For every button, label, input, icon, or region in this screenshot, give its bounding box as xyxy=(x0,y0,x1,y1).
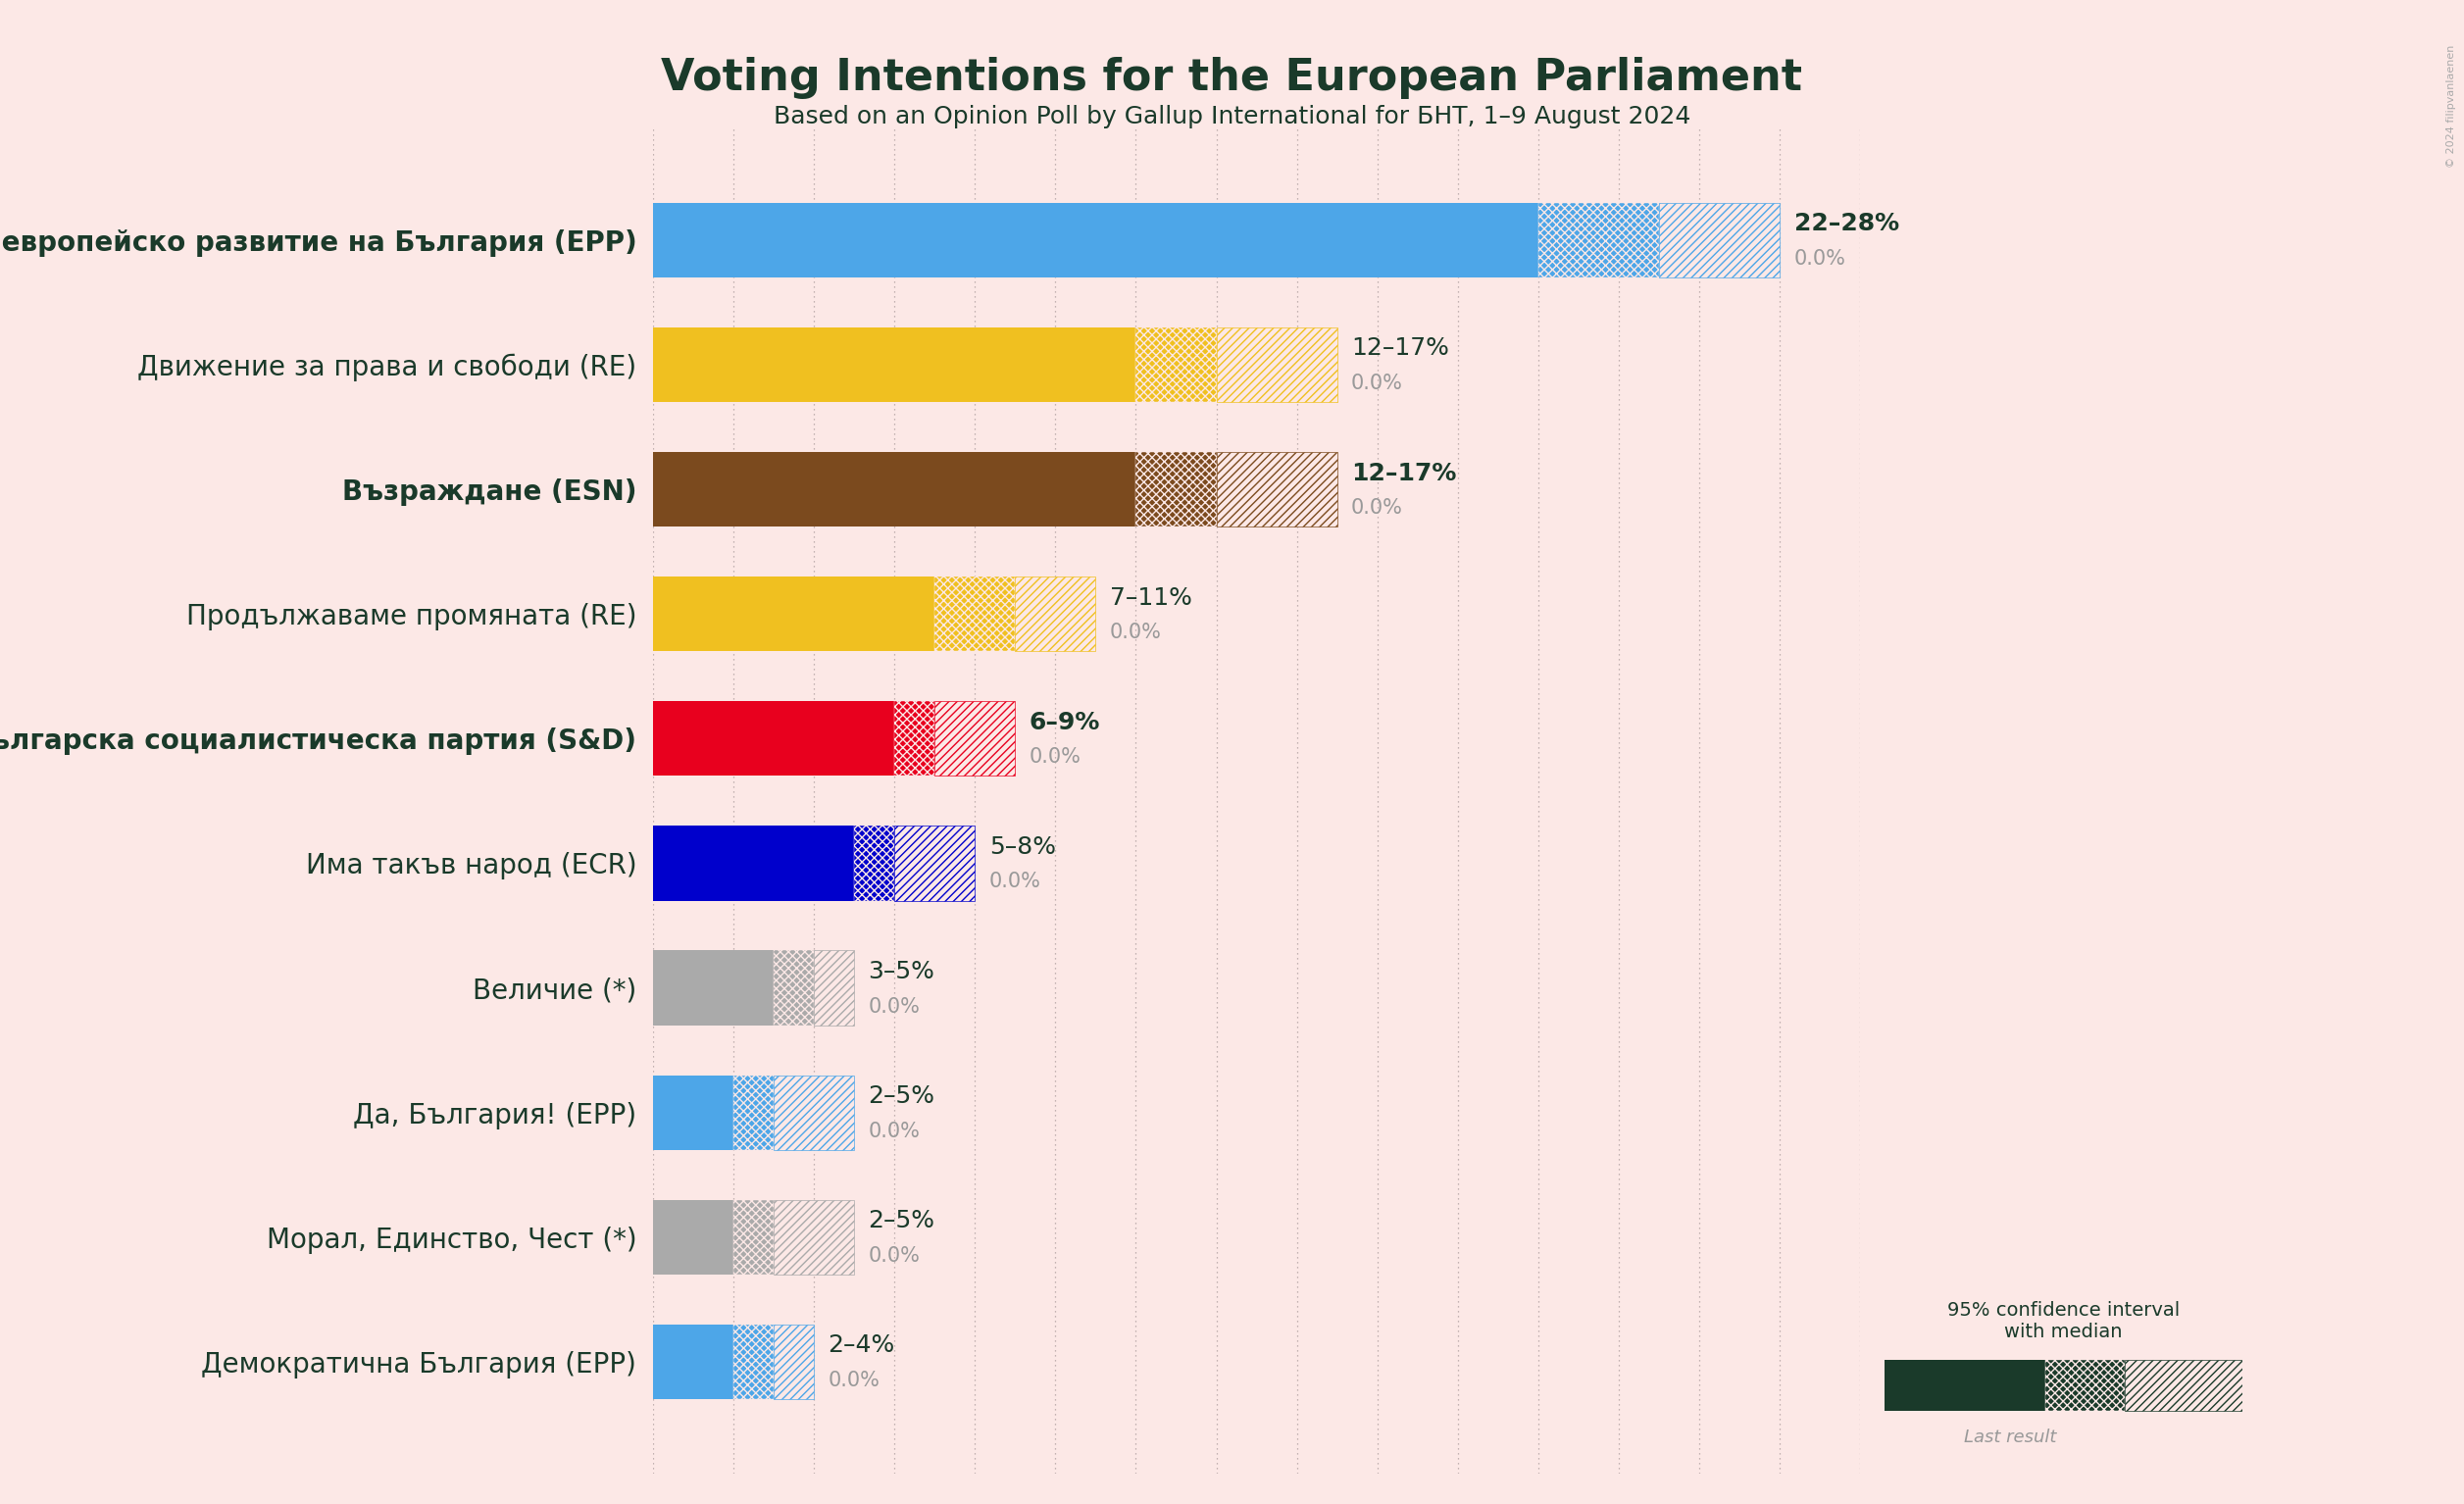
Text: 6–9%: 6–9% xyxy=(1030,710,1101,734)
Bar xyxy=(653,701,894,776)
Bar xyxy=(934,576,1015,651)
Bar xyxy=(1658,203,1779,277)
Text: 12–17%: 12–17% xyxy=(1350,462,1456,484)
Text: 0.0%: 0.0% xyxy=(867,997,919,1017)
Bar xyxy=(1538,203,1658,277)
Text: 22–28%: 22–28% xyxy=(1794,212,1900,236)
Bar xyxy=(1136,451,1217,526)
Text: 3–5%: 3–5% xyxy=(867,960,934,984)
Bar xyxy=(894,701,934,776)
Bar xyxy=(1217,451,1338,526)
Text: Last result: Last result xyxy=(1964,1429,2057,1447)
Bar xyxy=(774,1325,813,1399)
Text: 0.0%: 0.0% xyxy=(988,872,1040,892)
Bar xyxy=(894,826,976,901)
Text: 0.0%: 0.0% xyxy=(1794,248,1846,269)
Text: 95% confidence interval
with median: 95% confidence interval with median xyxy=(1947,1301,2181,1342)
Bar xyxy=(653,951,774,1026)
Text: 0.0%: 0.0% xyxy=(867,1122,919,1142)
Bar xyxy=(1015,576,1096,651)
Text: Based on an Opinion Poll by Gallup International for БНТ, 1–9 August 2024: Based on an Opinion Poll by Gallup Inter… xyxy=(774,105,1690,129)
Bar xyxy=(734,1075,774,1151)
Text: 7–11%: 7–11% xyxy=(1109,587,1193,609)
Text: 2–4%: 2–4% xyxy=(828,1334,894,1357)
Text: 0.0%: 0.0% xyxy=(867,1245,919,1265)
Bar xyxy=(734,1325,774,1399)
Text: 0.0%: 0.0% xyxy=(828,1370,880,1390)
Bar xyxy=(653,576,934,651)
Bar xyxy=(1217,328,1338,402)
Bar xyxy=(774,951,813,1026)
Bar xyxy=(653,826,855,901)
Text: Voting Intentions for the European Parliament: Voting Intentions for the European Parli… xyxy=(660,57,1804,99)
Bar xyxy=(653,1200,734,1274)
Bar xyxy=(934,701,1015,776)
Text: 0.0%: 0.0% xyxy=(1350,373,1402,393)
Text: 0.0%: 0.0% xyxy=(1030,747,1082,767)
Bar xyxy=(1885,1360,2045,1411)
Bar xyxy=(2045,1360,2124,1411)
Bar xyxy=(653,1325,734,1399)
Bar xyxy=(653,328,1136,402)
Text: 0.0%: 0.0% xyxy=(1109,623,1161,642)
Bar xyxy=(653,451,1136,526)
Bar xyxy=(813,951,855,1026)
Bar xyxy=(1136,328,1217,402)
Text: © 2024 filipvanlaenen: © 2024 filipvanlaenen xyxy=(2447,45,2457,168)
Text: 2–5%: 2–5% xyxy=(867,1209,934,1233)
Text: 2–5%: 2–5% xyxy=(867,1084,934,1108)
Text: 5–8%: 5–8% xyxy=(988,835,1055,859)
Text: 0.0%: 0.0% xyxy=(1350,498,1402,517)
Bar xyxy=(774,1075,855,1151)
Bar xyxy=(774,1200,855,1274)
Bar xyxy=(2124,1360,2242,1411)
Bar xyxy=(653,203,1538,277)
Text: 12–17%: 12–17% xyxy=(1350,337,1449,361)
Bar xyxy=(734,1200,774,1274)
Bar xyxy=(653,1075,734,1151)
Bar xyxy=(855,826,894,901)
